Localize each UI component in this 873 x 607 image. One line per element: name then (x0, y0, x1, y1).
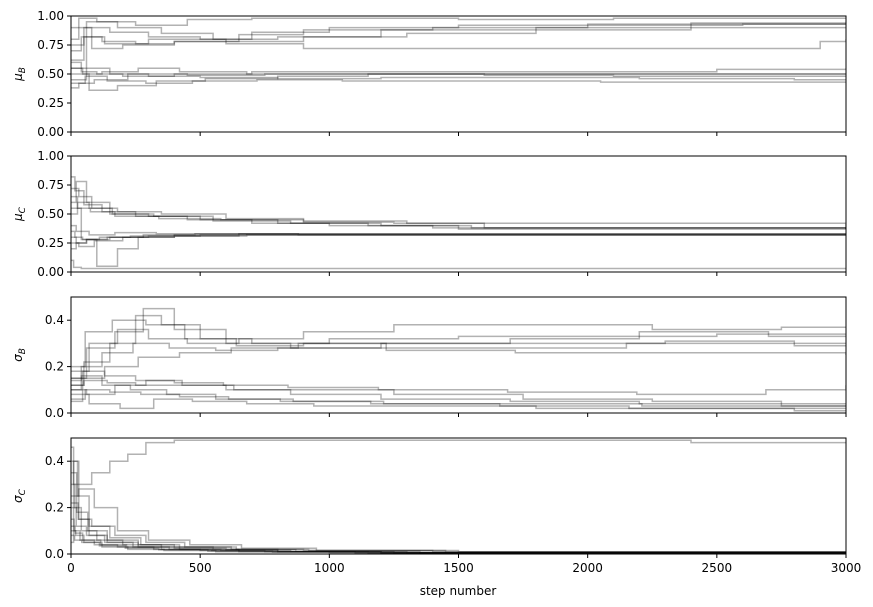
y-axis-label-symbol: μ (11, 73, 25, 82)
walker-trace (71, 439, 846, 544)
walker-trace (71, 488, 846, 553)
y-tick-label: 0.2 (45, 360, 64, 374)
panel-3-traces (71, 307, 846, 412)
walker-trace (71, 393, 846, 412)
walker-trace (71, 230, 846, 241)
walker-trace (71, 23, 846, 52)
walker-trace (71, 324, 846, 372)
y-tick-label: 0.4 (45, 313, 64, 327)
walker-trace (71, 525, 846, 554)
walker-trace (71, 176, 846, 230)
walker-trace (71, 370, 846, 396)
walker-trace (71, 61, 846, 78)
walker-trace (71, 375, 846, 410)
y-tick-label: 1.00 (37, 149, 64, 163)
panel-1: 0.00 0.25 0.50 0.75 1.00 μB (11, 9, 847, 139)
walker-trace (71, 314, 846, 386)
y-axis-label-subscript: C (18, 206, 28, 213)
y-tick-label: 0.50 (37, 67, 64, 81)
walker-trace (71, 232, 846, 244)
walker-trace (71, 259, 846, 270)
walker-trace (71, 319, 846, 368)
y-axis-label: σB (11, 348, 28, 362)
walker-trace (71, 534, 846, 554)
panel-2-traces (71, 176, 846, 270)
y-tick-label: 0.4 (45, 454, 64, 468)
walker-trace (71, 73, 846, 89)
x-tick-label: 500 (189, 561, 212, 575)
walker-trace (71, 201, 846, 230)
walker-trace (71, 530, 846, 554)
walker-trace (71, 187, 846, 230)
walker-trace (71, 234, 846, 250)
y-axis-label-symbol: μ (11, 213, 25, 222)
walker-trace (71, 502, 846, 553)
x-axis-label: step number (420, 584, 497, 598)
y-tick-label: 0.00 (37, 265, 64, 279)
walker-trace (71, 26, 846, 50)
panel-1-traces (71, 17, 846, 91)
panel-frame (70, 437, 847, 555)
y-axis-label-symbol: σ (11, 354, 25, 362)
walker-trace (71, 472, 846, 554)
x-tick-label: 3000 (831, 561, 862, 575)
y-tick-label: 0.75 (37, 38, 64, 52)
walker-trace (71, 26, 846, 46)
walker-trace (71, 180, 846, 229)
walker-trace (71, 460, 846, 553)
walker-trace (71, 23, 846, 61)
panel-4: 0.0 0.2 0.4 0 500 1000 1500 2000 2500 3000 σC (11, 437, 862, 575)
y-tick-label: 0.2 (45, 501, 64, 515)
walker-trace (71, 75, 846, 85)
walker-trace (71, 17, 846, 40)
y-tick-label: 0.25 (37, 236, 64, 250)
y-axis-label-symbol: σ (11, 495, 25, 503)
y-tick-label: 0.50 (37, 207, 64, 221)
walker-trace (71, 67, 846, 75)
y-tick-label: 1.00 (37, 9, 64, 23)
y-tick-label: 0.0 (45, 547, 64, 561)
walker-trace (71, 483, 846, 554)
walker-trace (71, 389, 846, 407)
panel-3: 0.0 0.2 0.4 σB (11, 296, 847, 420)
walker-trace (71, 342, 846, 391)
y-axis-label-subscript: C (18, 488, 28, 495)
panel-2: 0.00 0.25 0.50 0.75 1.00 μC (11, 149, 847, 279)
y-tick-label: 0.25 (37, 96, 64, 110)
y-axis-label: μB (11, 67, 28, 82)
y-tick-label: 0.75 (37, 178, 64, 192)
walker-trace (71, 307, 846, 379)
x-tick-label: 2500 (702, 561, 733, 575)
walker-trace (71, 207, 846, 267)
walker-trace (71, 234, 846, 248)
walker-trace (71, 379, 846, 405)
walker-trace (71, 379, 846, 407)
walker-trace (71, 195, 846, 230)
walker-trace (71, 446, 846, 554)
y-tick-label: 0.0 (45, 406, 64, 420)
y-axis-label-subscript: B (18, 348, 28, 354)
walker-trace (71, 506, 846, 554)
y-axis-label: σC (11, 488, 28, 503)
walker-trace (71, 67, 846, 81)
walker-trace (71, 73, 846, 91)
panel-frame (70, 296, 847, 414)
y-axis-label: μC (11, 206, 28, 222)
walker-trace (71, 342, 846, 403)
walker-trace (71, 21, 846, 69)
x-tick-label: 2000 (572, 561, 603, 575)
x-tick-label: 1000 (314, 561, 345, 575)
trace-panels: 0.000.250.500.751.00μB0.000.250.500.751.… (11, 9, 861, 575)
panel-4-traces (71, 439, 846, 554)
x-tick-label: 1500 (443, 561, 474, 575)
walker-trace (71, 224, 846, 236)
x-tick-label: 0 (67, 561, 75, 575)
walker-trace (71, 518, 846, 554)
y-tick-label: 0.00 (37, 125, 64, 139)
y-axis-label-subscript: B (18, 67, 28, 73)
